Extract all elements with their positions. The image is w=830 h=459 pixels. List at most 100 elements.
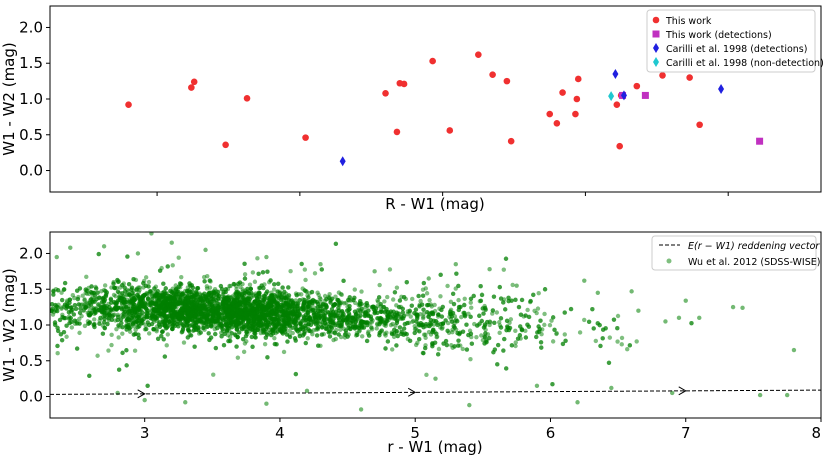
wu-point xyxy=(152,294,157,299)
wu-point xyxy=(458,304,463,310)
wu-point xyxy=(314,333,320,338)
wu-point xyxy=(66,309,72,315)
wu-point xyxy=(449,314,454,319)
wu-point xyxy=(77,286,83,291)
wu-point xyxy=(185,288,190,294)
top-series-2-point-2 xyxy=(620,90,627,101)
wu-point xyxy=(471,293,476,299)
wu-point xyxy=(201,325,206,330)
wu-point xyxy=(55,343,60,349)
wu-point xyxy=(432,302,437,308)
wu-point xyxy=(497,320,502,325)
wu-point xyxy=(216,314,221,319)
wu-point xyxy=(384,330,389,335)
wu-point xyxy=(287,328,292,333)
wu-point xyxy=(115,317,120,323)
wu-point xyxy=(181,340,187,345)
wu-point xyxy=(494,310,500,315)
wu-point xyxy=(534,334,539,340)
wu-point xyxy=(353,312,359,318)
wu-point xyxy=(625,347,630,352)
wu-point xyxy=(549,318,554,323)
wu-point xyxy=(62,280,68,286)
wu-point xyxy=(420,293,426,298)
wu-point xyxy=(504,366,509,371)
wu-point xyxy=(468,300,473,305)
top-series-0-point-28 xyxy=(696,121,703,129)
wu-point xyxy=(345,334,350,339)
wu-point xyxy=(127,292,132,298)
wu-point xyxy=(547,322,553,328)
top-series-0-point-1 xyxy=(188,84,195,91)
wu-point xyxy=(445,283,450,289)
legend-this-work-detections-label: This work (detections) xyxy=(665,30,772,41)
wu-point xyxy=(327,317,332,322)
wu-point xyxy=(281,322,287,328)
wu-point xyxy=(280,285,285,290)
wu-point xyxy=(597,322,602,328)
wu-point xyxy=(234,344,239,349)
wu-point xyxy=(450,291,456,296)
wu-point xyxy=(293,338,298,343)
wu-point xyxy=(590,306,595,312)
wu-point xyxy=(503,307,508,312)
wu-point xyxy=(73,306,79,312)
wu-point xyxy=(562,310,567,315)
wu-point xyxy=(600,336,605,341)
wu-point xyxy=(272,335,277,341)
top-series-2-point-0 xyxy=(339,156,346,167)
wu-point xyxy=(322,293,328,299)
wu-point xyxy=(270,321,276,326)
wu-point xyxy=(159,333,164,339)
wu-point xyxy=(89,297,94,302)
wu-point xyxy=(125,316,130,322)
wu-point xyxy=(170,326,175,332)
wu-point xyxy=(88,302,94,307)
wu-point xyxy=(366,333,372,338)
top-series-0-point-12 xyxy=(475,51,482,58)
wu-point xyxy=(195,317,201,322)
wu-point xyxy=(369,320,374,325)
wu-point xyxy=(518,312,524,317)
wu-point xyxy=(96,251,101,257)
wu-point xyxy=(123,289,128,294)
wu-point xyxy=(517,333,523,338)
wu-point xyxy=(418,298,423,304)
wu-point xyxy=(159,329,165,335)
wu-point xyxy=(215,325,220,331)
wu-point xyxy=(329,325,335,331)
wu-point xyxy=(145,383,150,388)
wu-point xyxy=(152,286,157,291)
wu-point xyxy=(249,334,255,340)
wu-point xyxy=(417,329,422,334)
wu-point xyxy=(482,334,488,340)
wu-point xyxy=(81,308,86,313)
wu-point xyxy=(131,276,136,282)
wu-point xyxy=(333,336,338,342)
wu-point xyxy=(191,327,197,333)
wu-point xyxy=(282,289,287,295)
wu-point xyxy=(315,301,321,307)
wu-point xyxy=(247,301,252,307)
wu-point xyxy=(263,291,269,296)
wu-point xyxy=(468,356,473,362)
wu-point xyxy=(241,299,246,305)
wu-point xyxy=(321,317,327,322)
wu-point xyxy=(454,271,459,276)
wu-point xyxy=(250,344,255,349)
wu-point xyxy=(515,336,521,341)
wu-point xyxy=(276,281,281,286)
wu-point xyxy=(483,331,488,336)
wu-point xyxy=(179,274,184,280)
wu-point xyxy=(176,255,181,260)
wu-point xyxy=(509,298,514,303)
wu-point xyxy=(333,241,339,247)
top-series-0-point-2 xyxy=(190,78,198,86)
wu-point xyxy=(263,317,268,323)
wu-point xyxy=(124,348,129,353)
legend-this-work-marker xyxy=(652,16,660,24)
bottom-plot-area xyxy=(50,232,821,412)
wu-point xyxy=(50,312,56,317)
wu-point xyxy=(542,311,547,317)
wu-point xyxy=(243,333,249,339)
